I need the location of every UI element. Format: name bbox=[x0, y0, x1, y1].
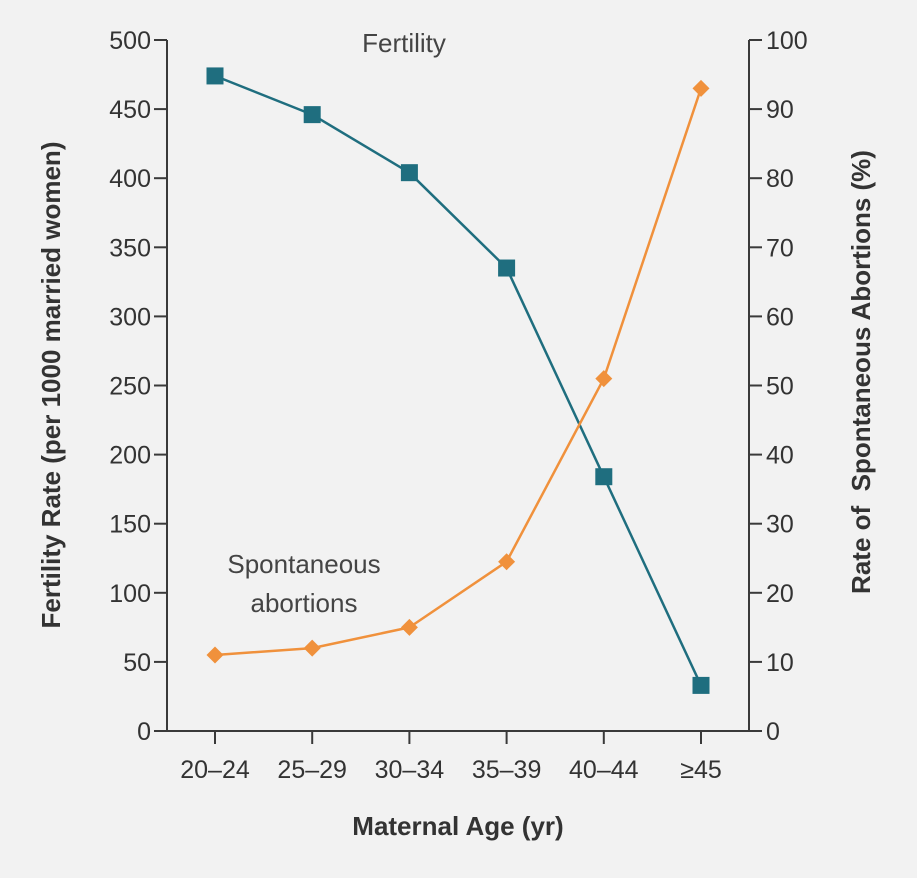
abortions-point bbox=[303, 639, 321, 657]
right-y-axis-title: Rate of Spontaneous Abortions (%) bbox=[846, 150, 876, 594]
fertility-point bbox=[303, 106, 321, 124]
left-y-tick-label: 0 bbox=[137, 718, 151, 746]
x-tick-label: 30–34 bbox=[375, 756, 445, 784]
left-y-tick-label: 250 bbox=[109, 373, 151, 401]
fertility-point bbox=[206, 67, 224, 85]
left-y-tick-label: 400 bbox=[109, 165, 151, 193]
x-axis-title: Maternal Age (yr) bbox=[352, 811, 563, 841]
x-tick-label: 20–24 bbox=[180, 756, 250, 784]
fertility-annotation: Fertility bbox=[362, 28, 446, 58]
abortions-annotation-line-1: Spontaneous bbox=[227, 549, 380, 579]
fertility-point bbox=[595, 468, 613, 486]
left-y-tick-label: 450 bbox=[109, 96, 151, 124]
right-y-tick-label: 70 bbox=[766, 234, 794, 262]
abortions-point bbox=[595, 370, 613, 388]
x-tick-label: 25–29 bbox=[277, 756, 347, 784]
left-y-tick-label: 50 bbox=[123, 649, 151, 677]
left-y-tick-label: 150 bbox=[109, 511, 151, 539]
left-y-axis-title: Fertility Rate (per 1000 married women) bbox=[36, 142, 66, 629]
right-y-tick-label: 100 bbox=[766, 27, 808, 55]
abortions-line bbox=[214, 88, 703, 657]
right-y-tick-label: 0 bbox=[766, 718, 780, 746]
right-y-tick-label: 80 bbox=[766, 165, 794, 193]
right-axis-ticks: 0 10 20 30 40 50 60 70 80 90 100 bbox=[749, 27, 808, 746]
x-tick-label: ≥45 bbox=[680, 756, 722, 784]
x-axis-ticks: 20–24 25–29 30–34 35–39 40–44 ≥45 bbox=[180, 731, 722, 784]
abortions-point bbox=[692, 79, 710, 97]
abortions-point bbox=[498, 553, 516, 571]
left-y-tick-label: 500 bbox=[109, 27, 151, 55]
right-y-tick-label: 20 bbox=[766, 580, 794, 608]
series-group bbox=[206, 67, 710, 694]
x-tick-label: 35–39 bbox=[472, 756, 542, 784]
left-y-tick-label: 200 bbox=[109, 442, 151, 470]
fertility-point bbox=[400, 164, 418, 182]
left-axis-ticks: 0 50 100 150 200 250 300 350 400 450 500 bbox=[109, 27, 167, 746]
right-y-tick-label: 30 bbox=[766, 511, 794, 539]
right-y-tick-label: 50 bbox=[766, 373, 794, 401]
abortions-annotation-line-2: abortions bbox=[251, 588, 358, 618]
abortions-point bbox=[400, 618, 418, 636]
right-y-tick-label: 40 bbox=[766, 442, 794, 470]
left-y-tick-label: 100 bbox=[109, 580, 151, 608]
abortions-point bbox=[206, 646, 224, 664]
fertility-point bbox=[498, 259, 516, 277]
x-tick-label: 40–44 bbox=[569, 756, 639, 784]
left-y-tick-label: 300 bbox=[109, 303, 151, 331]
fertility-point bbox=[692, 676, 710, 694]
fertility-line bbox=[214, 74, 703, 686]
right-y-tick-label: 90 bbox=[766, 96, 794, 124]
right-y-tick-label: 60 bbox=[766, 303, 794, 331]
left-y-tick-label: 350 bbox=[109, 234, 151, 262]
right-y-tick-label: 10 bbox=[766, 649, 794, 677]
